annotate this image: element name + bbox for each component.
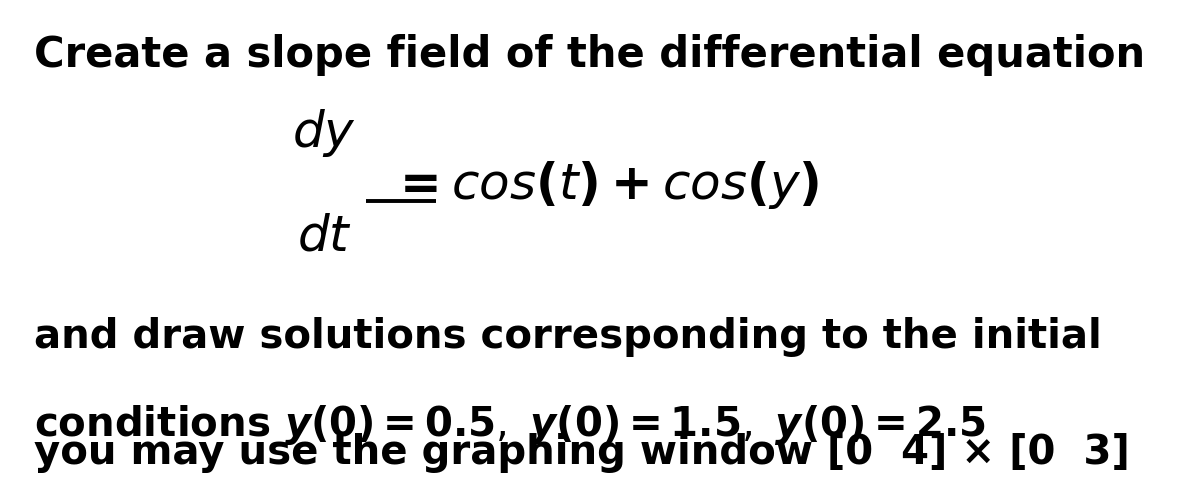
Text: $\mathbf{= \mathit{cos}(\mathit{t}) + \mathit{cos}(\mathit{y})}$: $\mathbf{= \mathit{cos}(\mathit{t}) + \m…: [390, 160, 820, 211]
Text: you may use the graphing window [0  4] × [0  3]: you may use the graphing window [0 4] × …: [34, 433, 1129, 473]
Text: Create a slope field of the differential equation: Create a slope field of the differential…: [34, 34, 1145, 76]
Text: and draw solutions corresponding to the initial: and draw solutions corresponding to the …: [34, 317, 1102, 357]
Text: $\mathbf{\mathit{dy}}$: $\mathbf{\mathit{dy}}$: [292, 106, 356, 159]
Text: $\mathbf{\mathit{dt}}$: $\mathbf{\mathit{dt}}$: [296, 212, 352, 260]
Text: conditions $\boldsymbol{y(\mathbf{0}) = 0.5,\ y(\mathbf{0}) = 1.5,\ y(\mathbf{0}: conditions $\boldsymbol{y(\mathbf{0}) = …: [34, 403, 985, 447]
